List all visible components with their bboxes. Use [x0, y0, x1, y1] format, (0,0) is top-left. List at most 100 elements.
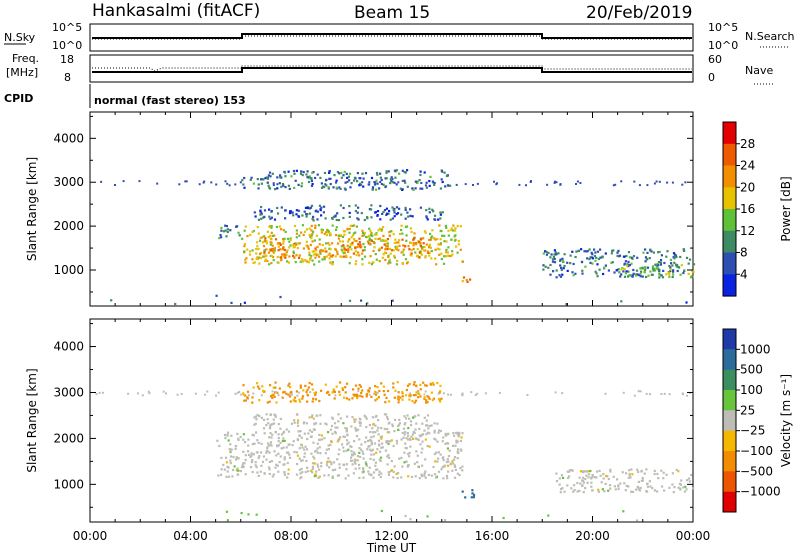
- echo-cell: [391, 181, 394, 184]
- colorbar-swatch: [723, 252, 736, 275]
- echo-cell: [229, 462, 232, 465]
- echo-cell: [446, 447, 449, 450]
- echo-cell: [314, 252, 317, 255]
- echo-cell: [342, 216, 345, 220]
- echo-cell: [397, 241, 400, 244]
- echo-cell: [439, 453, 442, 456]
- echo-cell: [224, 437, 227, 440]
- echo-cell: [253, 416, 256, 419]
- echo-cell: [643, 271, 646, 274]
- echo-cell: [671, 483, 674, 486]
- echo-cell: [424, 384, 427, 387]
- echo-cell: [243, 301, 246, 304]
- echo-cell: [417, 465, 420, 468]
- echo-cell: [413, 381, 416, 384]
- echo-cell: [386, 212, 389, 215]
- echo-cell: [284, 253, 287, 257]
- echo-cell: [406, 169, 409, 172]
- freq-panel: Freq. [MHz] 18 8 60 0 Nave: [6, 52, 774, 85]
- echo-cell: [387, 454, 390, 457]
- echo-cell: [184, 180, 187, 183]
- echo-cell: [265, 248, 268, 251]
- echo-cell: [668, 275, 671, 278]
- echo-cell: [383, 243, 386, 246]
- echo-cell: [453, 464, 456, 467]
- echo-cell: [329, 428, 333, 431]
- echo-cell: [395, 439, 398, 442]
- echo-cell: [395, 169, 398, 172]
- echo-cell: [437, 470, 441, 473]
- echo-cell: [408, 455, 411, 458]
- echo-cell: [384, 185, 387, 189]
- echo-cell: [256, 256, 259, 259]
- echo-cell: [286, 476, 289, 479]
- echo-cell: [639, 267, 642, 270]
- echo-cell: [371, 448, 374, 451]
- echo-cell: [433, 437, 436, 440]
- echo-cell: [403, 245, 406, 248]
- echo-cell: [390, 469, 393, 472]
- echo-cell: [313, 253, 316, 256]
- echo-cell: [280, 253, 284, 256]
- echo-cell: [420, 451, 423, 454]
- echo-cell: [310, 234, 313, 237]
- colorbar-tick-label: −500: [740, 464, 773, 478]
- echo-cell: [257, 385, 260, 388]
- echo-cell: [249, 455, 252, 458]
- echo-cell: [646, 251, 649, 254]
- echo-cell: [379, 172, 382, 175]
- echo-cell: [309, 256, 312, 259]
- echo-cell: [305, 228, 309, 231]
- echo-cell: [380, 509, 383, 513]
- echo-cell: [343, 245, 346, 249]
- echo-cell: [282, 431, 285, 435]
- echo-cell: [409, 445, 412, 448]
- echo-cell: [359, 448, 363, 451]
- echo-cell: [223, 468, 226, 471]
- echo-cell: [471, 492, 474, 495]
- echo-cell: [268, 187, 272, 190]
- colorbar-tick-label: 4: [740, 267, 748, 281]
- echo-cell: [452, 462, 455, 465]
- echo-cell: [687, 272, 690, 275]
- echo-cell: [406, 414, 409, 417]
- echo-cell: [674, 254, 677, 257]
- echo-cell: [288, 382, 291, 385]
- echo-cell: [380, 183, 383, 185]
- echo-cell: [319, 422, 322, 425]
- echo-cell: [307, 470, 310, 473]
- echo-cell: [315, 449, 318, 452]
- echo-cell: [308, 251, 311, 254]
- echo-cell: [414, 187, 417, 190]
- echo-cell: [428, 424, 431, 428]
- echo-cell: [269, 413, 272, 417]
- echo-cell: [385, 171, 388, 174]
- echo-cell: [336, 458, 339, 461]
- echo-cell: [338, 390, 341, 393]
- echo-cell: [332, 389, 335, 392]
- echo-cell: [265, 254, 268, 258]
- echo-cell: [341, 387, 344, 390]
- echo-cell: [342, 244, 345, 247]
- echo-cell: [404, 442, 407, 445]
- echo-cell: [559, 491, 562, 494]
- echo-cell: [311, 465, 315, 468]
- echo-cell: [573, 489, 576, 492]
- echo-cell: [671, 472, 674, 475]
- echo-cell: [563, 490, 566, 493]
- echo-cell: [349, 445, 352, 448]
- echo-cell: [376, 397, 379, 400]
- echo-cell: [165, 392, 167, 395]
- echo-cell: [263, 251, 266, 254]
- echo-cell: [295, 229, 298, 232]
- echo-cell: [595, 476, 598, 479]
- echo-cell: [677, 486, 680, 489]
- echo-cell: [253, 442, 256, 445]
- echo-cell: [412, 383, 415, 386]
- echo-cell: [598, 268, 601, 271]
- echo-cell: [423, 472, 426, 475]
- echo-cell: [588, 248, 591, 251]
- echo-cell: [336, 253, 339, 256]
- echo-cell: [220, 226, 223, 229]
- echo-cell: [354, 204, 357, 207]
